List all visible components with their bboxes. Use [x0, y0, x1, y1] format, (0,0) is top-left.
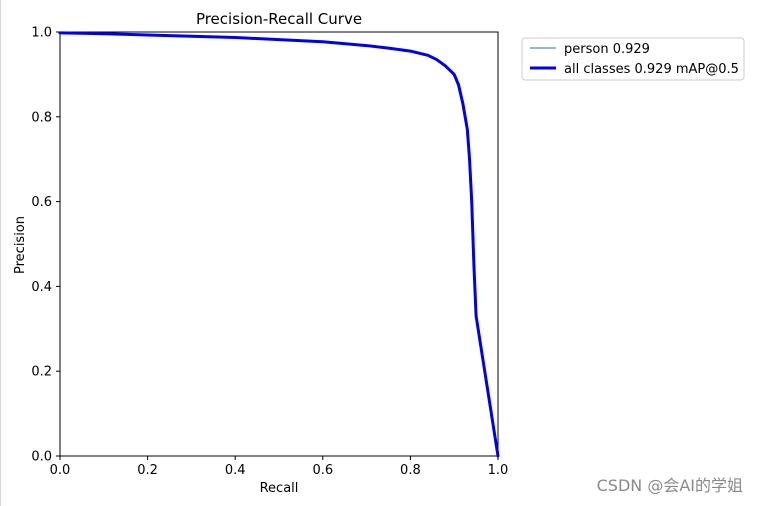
y-tick-label: 1.0 [31, 26, 52, 41]
series-line-all-classes [58, 31, 500, 458]
x-tick-label: 0.0 [50, 463, 71, 478]
x-tick-label: 0.2 [137, 463, 158, 478]
x-tick-label: 0.4 [225, 463, 246, 478]
y-axis-label: Precision [13, 216, 28, 274]
legend: person 0.929 all classes 0.929 mAP@0.5 [521, 37, 745, 81]
watermark: CSDN @会AI的学姐 [596, 476, 743, 495]
y-tick-label: 0.8 [31, 110, 52, 125]
chart-title: Precision-Recall Curve [196, 10, 362, 28]
x-axis-label: Recall [260, 481, 299, 496]
series-group [58, 31, 500, 458]
x-tick-label: 0.8 [400, 463, 421, 478]
x-tick-label: 1.0 [488, 463, 509, 478]
y-tick-label: 0.0 [31, 450, 52, 465]
y-tick-label: 0.4 [31, 280, 52, 295]
legend-box [521, 37, 745, 81]
legend-label: person 0.929 [564, 42, 650, 57]
y-tick-label: 0.2 [31, 365, 52, 380]
series-line-person [59, 32, 499, 457]
left-border [0, 0, 1, 506]
plot-frame [59, 31, 499, 457]
x-tick-label: 0.6 [312, 463, 333, 478]
legend-label: all classes 0.929 mAP@0.5 [564, 62, 739, 77]
axes-group: 0.0 0.2 0.4 0.6 0.8 1.0 0.0 0.2 0.4 0.6 0.8 1.0 [31, 26, 508, 479]
y-tick-label: 0.6 [31, 195, 52, 210]
